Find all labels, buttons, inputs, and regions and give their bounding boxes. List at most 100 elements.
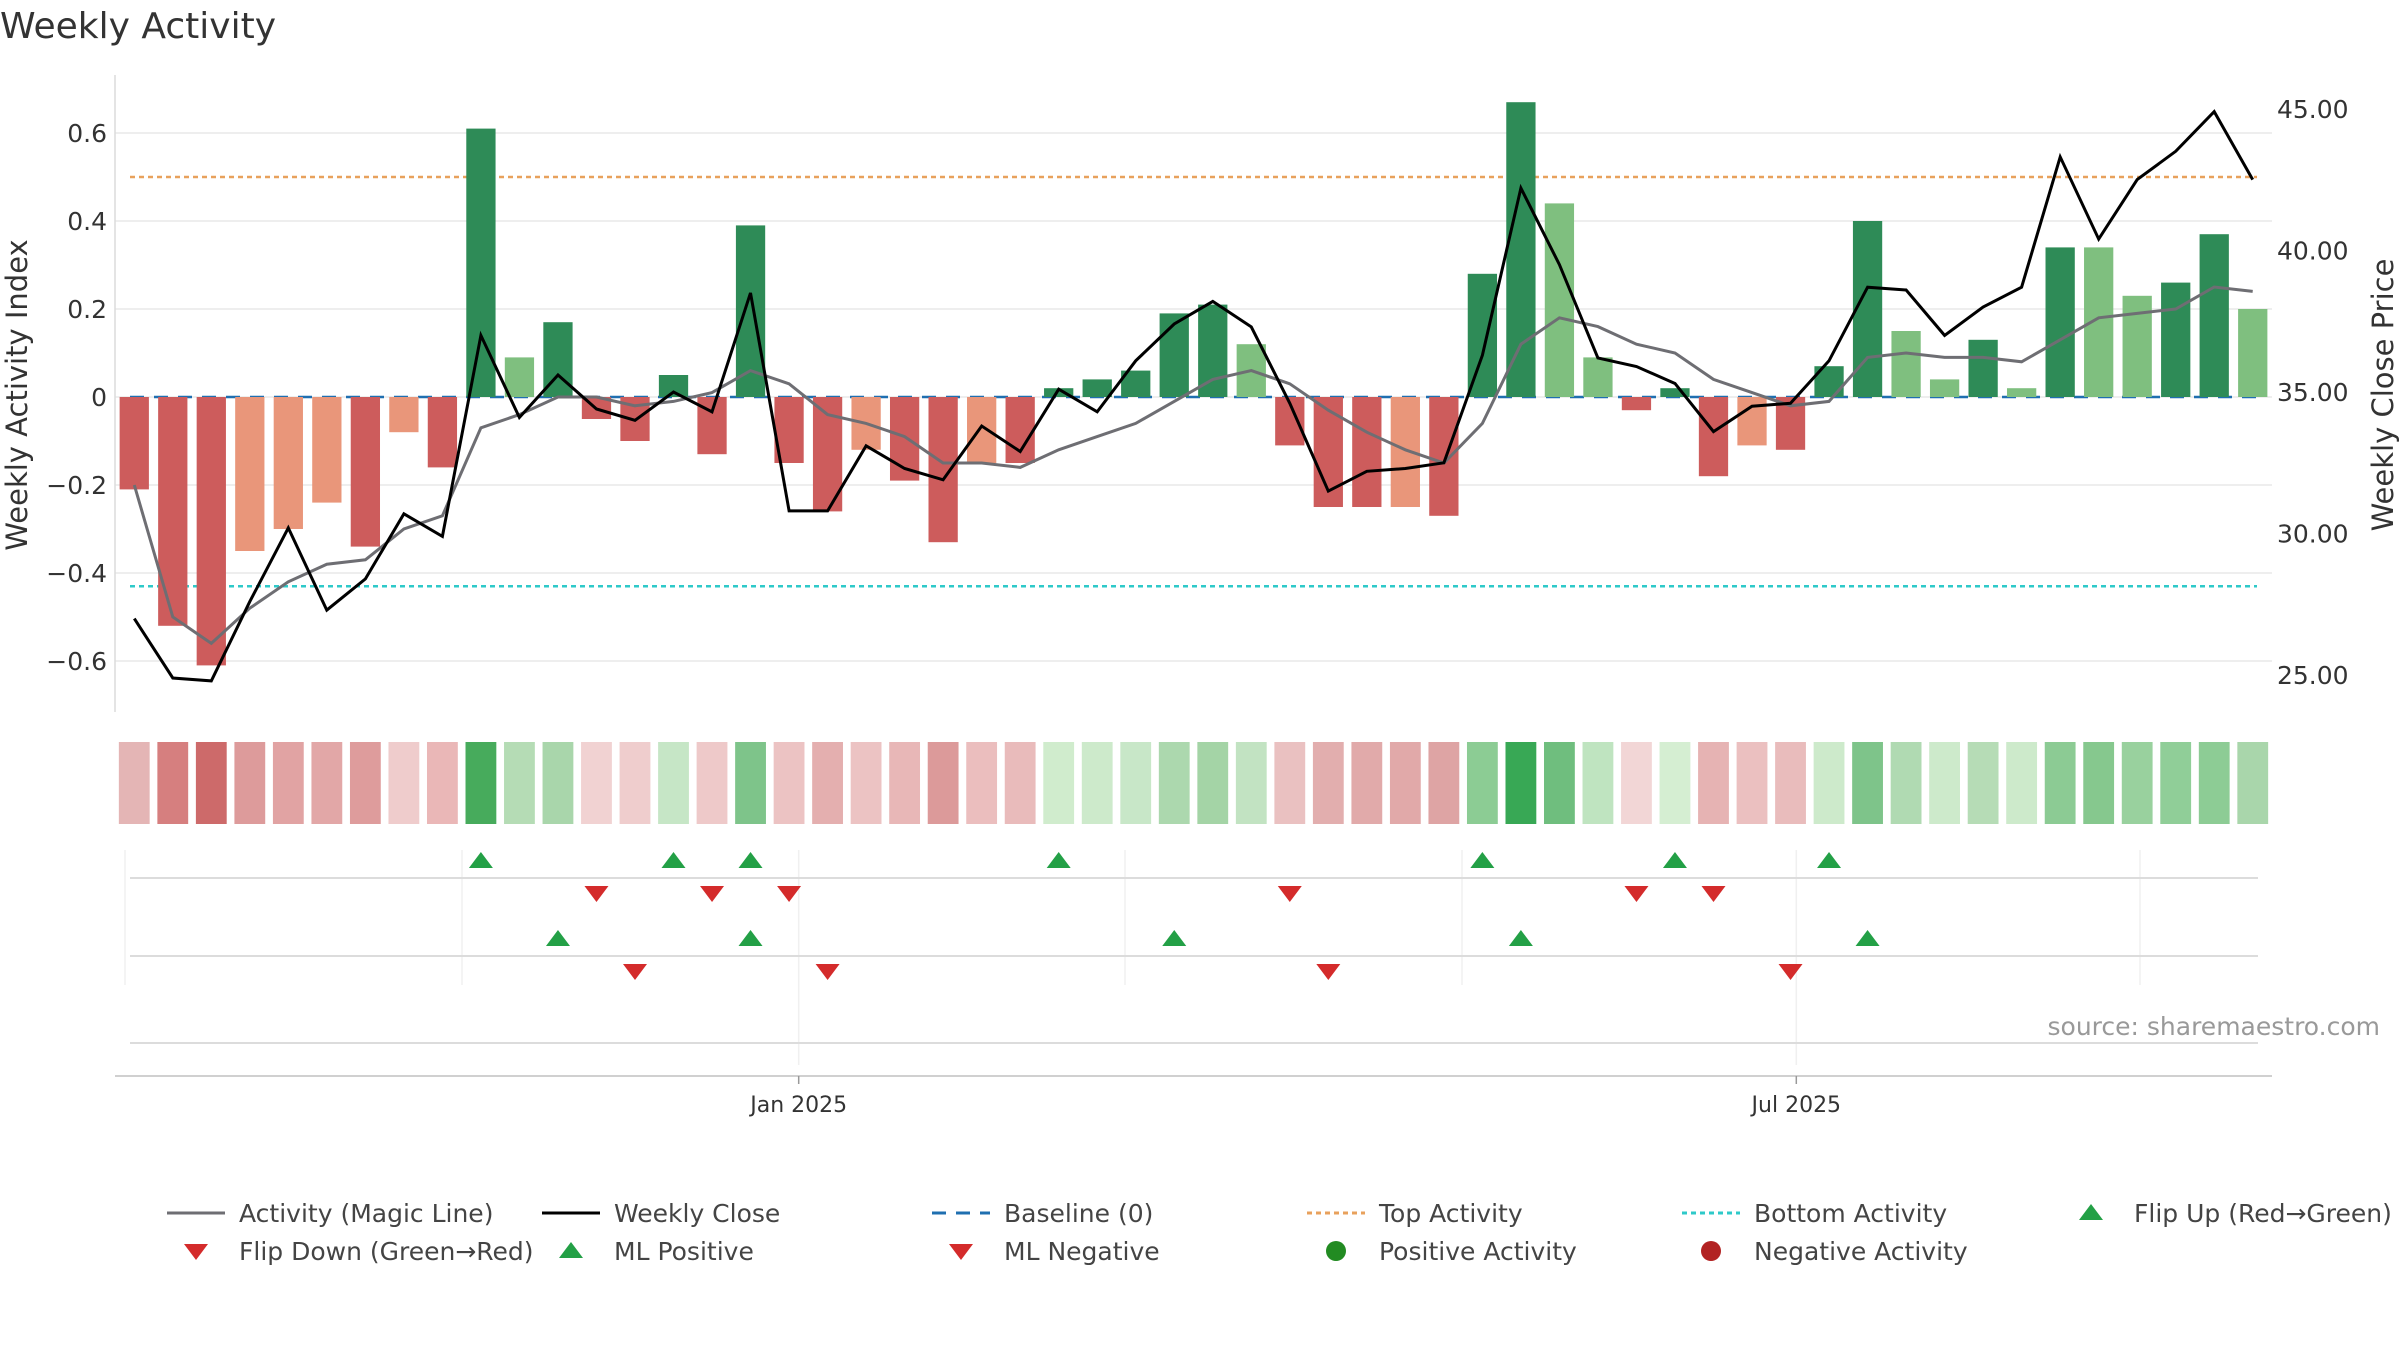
flip-down-marker [1277,886,1302,902]
y2-tick-label: 40.00 [2277,236,2349,265]
strip-cell [2006,742,2038,824]
legend-item: Flip Down (Green→Red) [165,1233,534,1269]
activity-bar [1159,313,1189,397]
flip-down-marker [1701,886,1726,902]
flip-up-marker [1855,930,1880,946]
flip-up-marker [661,852,686,868]
legend-label: ML Positive [614,1236,754,1266]
legend-item: Bottom Activity [1680,1195,1947,1231]
strip-cell [2083,742,2115,824]
activity-bar [2045,247,2075,397]
flip-down-marker [777,886,802,902]
strip-cell [1235,742,1267,824]
strip-cell [658,742,689,824]
legend-swatch [949,1244,973,1260]
activity-bar [1467,273,1498,397]
activity-bar [158,397,188,626]
activity-bar [1544,203,1575,397]
legend-label: Positive Activity [1379,1236,1577,1266]
heat-strip [118,742,2269,824]
activity-bar [2238,309,2268,397]
legend-item: Baseline (0) [930,1195,1153,1231]
strip-cell [1197,742,1229,824]
strip-cell [1389,742,1421,824]
y-tick-label: 0.6 [67,119,107,148]
series-lines [132,109,2255,683]
activity-bar [1506,102,1536,397]
activity-bar [889,397,920,481]
legend-label: Negative Activity [1754,1236,1968,1266]
legend-item: Top Activity [1305,1195,1523,1231]
strip-cell [157,742,189,824]
activity-bar [658,375,689,397]
legend-swatch [1701,1241,1721,1261]
strip-cell [118,742,150,824]
y-tick-label: −0.6 [46,647,107,676]
x-tick-label: Jan 2025 [748,1093,847,1118]
strip-cell [349,742,381,824]
y2-tick-label: 30.00 [2277,520,2349,549]
activity-bars [119,102,2268,666]
flip-up-marker [1162,930,1187,946]
activity-bar [1583,357,1613,397]
flip-down-marker [700,886,725,902]
activity-bar [735,225,766,397]
legend-swatch [1307,1211,1365,1215]
strip-cell [735,742,766,824]
legend-label: Flip Up (Red→Green) [2134,1198,2392,1228]
weekly-close-line [133,109,2255,683]
legend-swatch [184,1244,208,1260]
strip-cell [1428,742,1460,824]
activity-bar [2199,234,2229,397]
y-axis-title: Weekly Activity Index [0,239,34,550]
legend-swatch [167,1211,225,1215]
y-tick-label: 0.4 [67,207,107,236]
activity-bar [196,397,226,666]
activity-bar [235,397,265,551]
strip-cell [812,742,843,824]
strip-cell [426,742,458,824]
legend-item: Weekly Close [540,1195,780,1231]
legend-swatch [542,1211,600,1215]
activity-bar [427,397,458,468]
flip-down-marker [622,964,647,980]
chart-title: Weekly Activity [0,6,277,47]
y2-tick-label: 35.00 [2277,378,2349,407]
legend-swatch [559,1242,583,1258]
strip-cell [195,742,227,824]
flip-down-marker [1624,886,1649,902]
dot-icon [1701,1241,1721,1261]
legend-item: Positive Activity [1305,1233,1577,1269]
legend-item: Flip Up (Red→Green) [2060,1195,2392,1231]
y-tick-label: 0 [91,383,107,412]
legend: Activity (Magic Line) Weekly Close Baselin… [150,1198,2392,1280]
legend-item: ML Negative [930,1233,1160,1269]
signal-rows [124,850,2258,1065]
legend-label: Top Activity [1379,1198,1523,1228]
activity-bar [1352,397,1382,507]
activity-bar [1429,397,1459,516]
strip-cell [1081,742,1113,824]
y2-tick-label: 25.00 [2277,661,2349,690]
activity-bar [928,397,958,543]
activity-bar [466,128,496,397]
magic-line [132,285,2253,646]
strip-cell [1698,742,1729,824]
flip-down-marker [1778,964,1803,980]
axes: 0.6 0.4 0.2 0 −0.2 −0.4 −0.6 45.00 40.00 35.00 30.… [0,75,2400,712]
activity-bar [1621,397,1652,411]
legend-label: Baseline (0) [1004,1198,1154,1228]
strip-cell [2237,742,2269,824]
y2-tick-label: 45.00 [2277,95,2349,124]
activity-bar [1968,339,1998,397]
strip-cell [1813,742,1845,824]
x-tick-label: Jul 2025 [1750,1093,1842,1118]
legend-swatch [932,1211,990,1215]
legend-label: Activity (Magic Line) [239,1198,494,1228]
activity-bar [967,397,997,463]
strip-cell [1158,742,1190,824]
strip-cell [465,742,497,824]
strip-cell [1621,742,1652,824]
strip-cell [504,742,535,824]
